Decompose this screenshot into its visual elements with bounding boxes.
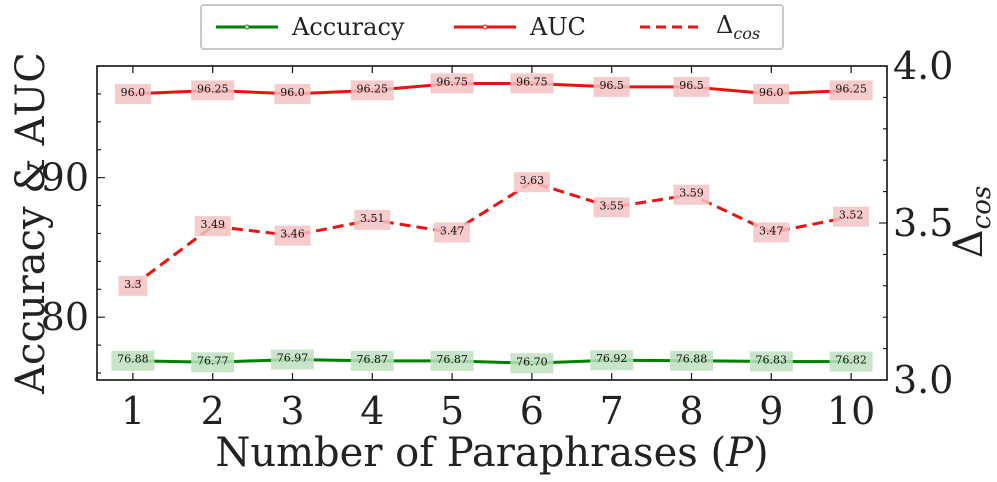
legend-accuracy-label: Accuracy <box>292 13 405 41</box>
x-tick-label: 1 <box>121 389 145 433</box>
left-y-tick-label: 80 <box>41 295 89 339</box>
accuracy-label-box <box>271 349 315 370</box>
accuracy-data-label: 76.82 <box>835 354 867 367</box>
x-tick-label: 10 <box>827 389 875 433</box>
delta-cos-label-box <box>194 216 231 237</box>
delta-cos-label-box <box>593 197 630 218</box>
delta-cos-data-label: 3.55 <box>599 199 624 212</box>
legend-item-delta-cos: Δcos <box>640 6 760 48</box>
delta-cos-data-label: 3.47 <box>759 224 784 237</box>
x-tick-label: 7 <box>600 389 624 433</box>
x-tick-label: 2 <box>201 389 225 433</box>
right-y-tick-label: 3.0 <box>893 358 953 402</box>
accuracy-label-box <box>669 350 713 371</box>
x-axis-title-main: Number of Paraphrases ( <box>215 430 726 476</box>
legend-accuracy-line-icon <box>216 24 278 30</box>
delta-cos-data-label: 3.63 <box>520 174 545 187</box>
accuracy-data-label: 76.88 <box>117 353 149 366</box>
delta-cos-label-box <box>753 222 790 243</box>
x-tick-label: 5 <box>440 389 464 433</box>
auc-series-line <box>132 81 852 96</box>
auc-label-box <box>510 73 554 94</box>
auc-label-box <box>829 80 873 101</box>
delta-cos-label-box <box>434 222 471 243</box>
auc-label-box <box>350 80 394 101</box>
delta-cos-data-label: 3.47 <box>440 224 465 237</box>
left-y-tick-label: 90 <box>41 156 89 200</box>
x-tick-label: 6 <box>520 389 544 433</box>
accuracy-label-box <box>111 350 155 371</box>
delta-cos-label-box <box>118 275 148 296</box>
accuracy-label-box <box>590 350 634 371</box>
legend-delta-subscript: cos <box>733 23 761 43</box>
delta-cos-data-label: 3.3 <box>124 278 142 291</box>
auc-label-box <box>673 76 710 97</box>
x-axis-title: Number of Paraphrases (P) <box>215 430 768 476</box>
delta-cos-data-label: 3.52 <box>839 209 864 222</box>
legend-auc-line-icon <box>454 24 516 30</box>
x-tick-label: 9 <box>759 389 783 433</box>
auc-label-box <box>274 83 311 104</box>
right-y-tick-label: 3.5 <box>893 201 953 245</box>
accuracy-label-box <box>510 353 554 374</box>
legend-delta-symbol: Δ <box>716 11 734 40</box>
accuracy-label-box <box>829 351 873 372</box>
right-y-axis-subscript: cos <box>967 186 997 230</box>
accuracy-label-box <box>350 350 394 371</box>
delta-cos-label-box <box>833 206 870 227</box>
accuracy-data-label: 76.97 <box>277 351 309 364</box>
x-axis-title-variable: P <box>725 430 754 476</box>
delta-cos-label-box <box>274 225 311 246</box>
x-axis-title-close: ) <box>753 430 769 476</box>
auc-data-label: 96.0 <box>280 86 305 99</box>
auc-data-label: 96.25 <box>357 82 389 95</box>
auc-data-label: 96.0 <box>759 86 784 99</box>
auc-data-label: 96.5 <box>679 79 704 92</box>
delta-cos-label-box <box>673 184 710 205</box>
accuracy-data-label: 76.92 <box>596 352 628 365</box>
right-y-axis-title: Δcos <box>946 186 997 258</box>
auc-data-label: 96.5 <box>599 79 624 92</box>
delta-cos-data-label: 3.59 <box>679 187 704 200</box>
delta-cos-label-box <box>354 209 391 230</box>
auc-label-box <box>114 83 151 104</box>
legend-delta-dashed-line-icon <box>640 25 702 29</box>
auc-data-label: 96.0 <box>121 86 146 99</box>
accuracy-label-box <box>430 350 474 371</box>
auc-label-box <box>593 76 630 97</box>
auc-label-box <box>191 80 235 101</box>
legend-delta-label: Δcos <box>716 11 760 43</box>
accuracy-data-label: 76.83 <box>756 353 788 366</box>
legend-item-accuracy: Accuracy <box>216 6 404 48</box>
legend-auc-label: AUC <box>530 13 586 41</box>
x-tick-label: 3 <box>280 389 304 433</box>
accuracy-data-label: 76.70 <box>516 355 548 368</box>
left-y-axis-title: Accuracy & AUC <box>8 52 54 395</box>
accuracy-label-box <box>749 351 793 372</box>
accuracy-data-label: 76.77 <box>197 354 229 367</box>
x-tick-label: 8 <box>679 389 703 433</box>
delta-cos-series-line <box>132 180 852 288</box>
accuracy-data-label: 76.88 <box>676 353 708 366</box>
auc-label-box <box>753 83 790 104</box>
delta-cos-data-label: 3.51 <box>360 212 385 225</box>
x-tick-label: 4 <box>360 389 384 433</box>
delta-cos-data-label: 3.49 <box>200 218 225 231</box>
auc-data-label: 96.75 <box>436 75 468 88</box>
auc-data-label: 96.25 <box>197 82 229 95</box>
delta-cos-data-label: 3.46 <box>280 228 305 241</box>
accuracy-label-box <box>191 352 235 373</box>
auc-label-box <box>430 73 474 94</box>
legend: Accuracy AUC Δcos <box>200 4 784 50</box>
accuracy-data-label: 76.87 <box>357 353 389 366</box>
right-y-axis-delta: Δ <box>946 229 992 258</box>
accuracy-data-label: 76.87 <box>436 353 468 366</box>
auc-data-label: 96.75 <box>516 75 548 88</box>
delta-cos-label-box <box>513 172 550 193</box>
auc-data-label: 96.25 <box>835 82 867 95</box>
legend-item-auc: AUC <box>454 6 586 48</box>
accuracy-series-line <box>132 357 852 365</box>
right-y-tick-label: 4.0 <box>893 44 953 88</box>
